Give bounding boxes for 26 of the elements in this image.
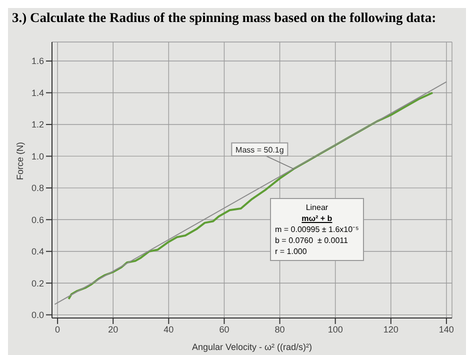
y-tick-label: 1.2 — [31, 120, 44, 130]
y-tick-label: 1.4 — [31, 88, 44, 98]
annotation: mω² + b — [300, 213, 334, 224]
x-tick-label: 100 — [328, 324, 343, 334]
chart-title: 3.) Calculate the Radius of the spinning mass based on the following data: — [11, 9, 438, 27]
x-tick-label: 80 — [274, 324, 285, 334]
y-tick-label: 0.8 — [31, 183, 44, 194]
y-axis-title: Force (N) — [15, 142, 26, 180]
y-tick-label: 0.4 — [31, 246, 44, 257]
y-tick-label: 0.2 — [31, 278, 44, 288]
x-tick-label: 140 — [438, 324, 454, 334]
x-tick-label: 0 — [55, 324, 60, 334]
x-tick-label: 20 — [108, 324, 118, 334]
x-axis-title: Angular Velocity - ω² ((rad/s)²) — [192, 342, 312, 352]
x-tick-label: 60 — [219, 324, 230, 334]
x-tick-label: 40 — [164, 324, 174, 334]
annotation: Linear — [304, 202, 330, 213]
annotation: m = 0.00995 ± 1.6x10⁻⁵ — [275, 224, 359, 235]
x-tick-label: 120 — [383, 324, 398, 334]
annotation: b = 0.0760 ± 0.0011 — [275, 235, 349, 246]
y-tick-label: 1.6 — [31, 56, 44, 66]
y-tick-label: 0.6 — [31, 214, 44, 225]
annotation: r = 1.000 — [275, 246, 308, 257]
y-tick-label: 1.0 — [31, 151, 44, 162]
annotation: Mass = 50.1g — [236, 145, 284, 154]
y-tick-label: 0.0 — [31, 310, 44, 320]
